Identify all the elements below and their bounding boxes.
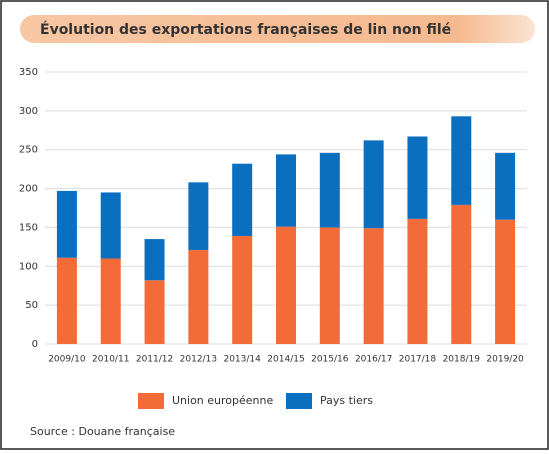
x-tick-label: 2015/16 — [311, 355, 349, 365]
bar-segment — [100, 258, 121, 344]
bar-segment — [319, 227, 340, 344]
bar-segment — [232, 235, 253, 344]
title-banner — [20, 15, 535, 43]
x-tick-label: 2019/20 — [486, 355, 524, 365]
y-tick-label: 50 — [25, 300, 38, 311]
bar-segment — [232, 163, 253, 236]
bar-segment — [363, 140, 384, 229]
legend-label: Pays tiers — [320, 394, 373, 407]
x-tick-label: 2018/19 — [443, 355, 481, 365]
bar-segment — [144, 239, 165, 281]
bar-segment — [451, 116, 472, 205]
x-tick-label: 2009/10 — [48, 355, 86, 365]
bar-segment — [56, 190, 77, 258]
x-tick-label: 2013/14 — [223, 355, 261, 365]
x-tick-label: 2016/17 — [355, 355, 392, 365]
x-tick-label: 2011/12 — [136, 355, 173, 365]
x-tick-label: 2012/13 — [180, 355, 217, 365]
bar-segment — [495, 219, 516, 344]
bar-segment — [56, 257, 77, 344]
bar-segment — [451, 204, 472, 344]
bar-segment — [188, 182, 209, 250]
bar-segment — [100, 192, 121, 259]
y-tick-label: 150 — [19, 222, 38, 233]
bar-segment — [144, 280, 165, 344]
chart-title: Évolution des exportations françaises de… — [40, 21, 451, 38]
bar-segment — [407, 136, 428, 219]
bar-segment — [495, 152, 516, 220]
bar-segment — [188, 249, 209, 344]
x-tick-label: 2010/11 — [92, 355, 129, 365]
y-tick-label: 200 — [19, 184, 38, 195]
bar-segment — [276, 154, 296, 227]
y-tick-label: 250 — [19, 145, 38, 156]
x-tick-label: 2014/15 — [267, 355, 304, 365]
y-tick-label: 300 — [19, 106, 38, 117]
y-tick-label: 0 — [32, 339, 38, 350]
x-tick-label: 2017/18 — [399, 355, 437, 365]
source: Source : Douane française — [30, 425, 175, 438]
y-tick-label: 350 — [19, 67, 38, 78]
bar-segment — [276, 226, 296, 344]
legend-swatch — [138, 393, 164, 409]
bar-segment — [319, 152, 340, 228]
legend-label: Union européenne — [172, 394, 273, 407]
y-tick-label: 100 — [19, 261, 38, 272]
bar-segment — [363, 228, 384, 344]
bar-segment — [407, 218, 428, 344]
legend-swatch — [286, 393, 312, 409]
